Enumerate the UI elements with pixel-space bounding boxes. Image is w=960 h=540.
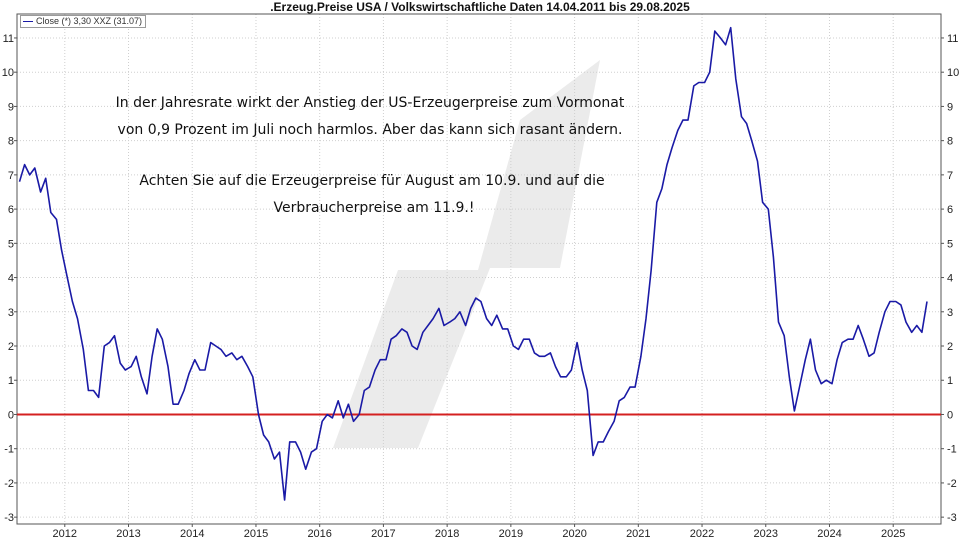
y-tick-label-left: -2 [4,478,14,490]
x-tick-label: 2020 [562,528,586,540]
series-line [18,26,928,501]
y-tick-label-right: 2 [947,341,953,353]
y-tick-label-left: 2 [8,341,14,353]
grid [17,14,941,524]
y-tick-label-right: 0 [947,409,953,421]
x-tick-label: 2022 [690,528,714,540]
y-tick-label-right: 8 [947,136,953,148]
x-tick-label: 2025 [881,528,905,540]
annotation-line-4: Verbraucherpreise am 11.9.! [273,200,475,216]
annotation-line-2: von 0,9 Prozent im Juli noch harmlos. Ab… [117,122,623,138]
legend: Close (*) 3,30 XXZ (31.07) [20,15,147,28]
y-tick-label-right: -2 [947,478,957,490]
y-tick-label-left: 9 [8,101,14,113]
y-tick-label-right: 10 [947,67,959,79]
chart-title: .Erzeug.Preise USA / Volkswirtschaftlich… [270,0,690,14]
x-tick-label: 2012 [53,528,77,540]
x-tick-label: 2018 [435,528,459,540]
legend-swatch [23,21,33,22]
y-tick-label-left: 0 [8,409,14,421]
y-tick-label-right: -3 [947,512,957,524]
x-tick-label: 2016 [307,528,331,540]
y-tick-label-right: 11 [947,33,958,45]
annotation-line-1: In der Jahresrate wirkt der Anstieg der … [115,95,625,111]
y-tick-label-right: 9 [947,101,953,113]
annotation-line-3: Achten Sie auf die Erzeugerpreise für Au… [139,173,605,189]
y-tick-label-left: 8 [8,136,14,148]
y-tick-label-left: 4 [8,273,14,285]
y-tick-label-left: 1 [8,375,14,387]
y-tick-label-left: -3 [4,512,14,524]
watermark-shape [333,60,600,448]
x-tick-label: 2023 [754,528,778,540]
y-tick-label-left: 7 [8,170,14,182]
plot-frame [16,13,942,525]
axes [16,13,942,525]
x-tick-label: 2024 [817,528,841,540]
series [18,26,928,501]
y-tick-label-right: 6 [947,204,953,216]
x-tick-label: 2015 [244,528,268,540]
y-tick-label-right: 7 [947,170,953,182]
y-tick-label-right: 1 [947,375,953,387]
y-tick-label-left: 5 [8,238,14,250]
x-tick-label: 2017 [371,528,395,540]
y-tick-label-left: 3 [8,307,14,319]
watermark-logo [333,60,600,448]
y-tick-label-left: -1 [4,444,14,456]
x-tick-label: 2019 [499,528,523,540]
y-tick-label-right: -1 [947,444,957,456]
y-tick-label-right: 4 [947,273,953,285]
y-tick-label-right: 3 [947,307,953,319]
y-tick-label-left: 6 [8,204,14,216]
y-tick-label-right: 5 [947,238,953,250]
x-tick-label: 2014 [180,528,204,540]
x-tick-label: 2021 [626,528,650,540]
y-tick-label-left: 11 [3,33,14,45]
y-tick-label-left: 10 [2,67,14,79]
legend-label: Close (*) 3,30 XXZ (31.07) [36,16,143,26]
x-tick-label: 2013 [116,528,140,540]
